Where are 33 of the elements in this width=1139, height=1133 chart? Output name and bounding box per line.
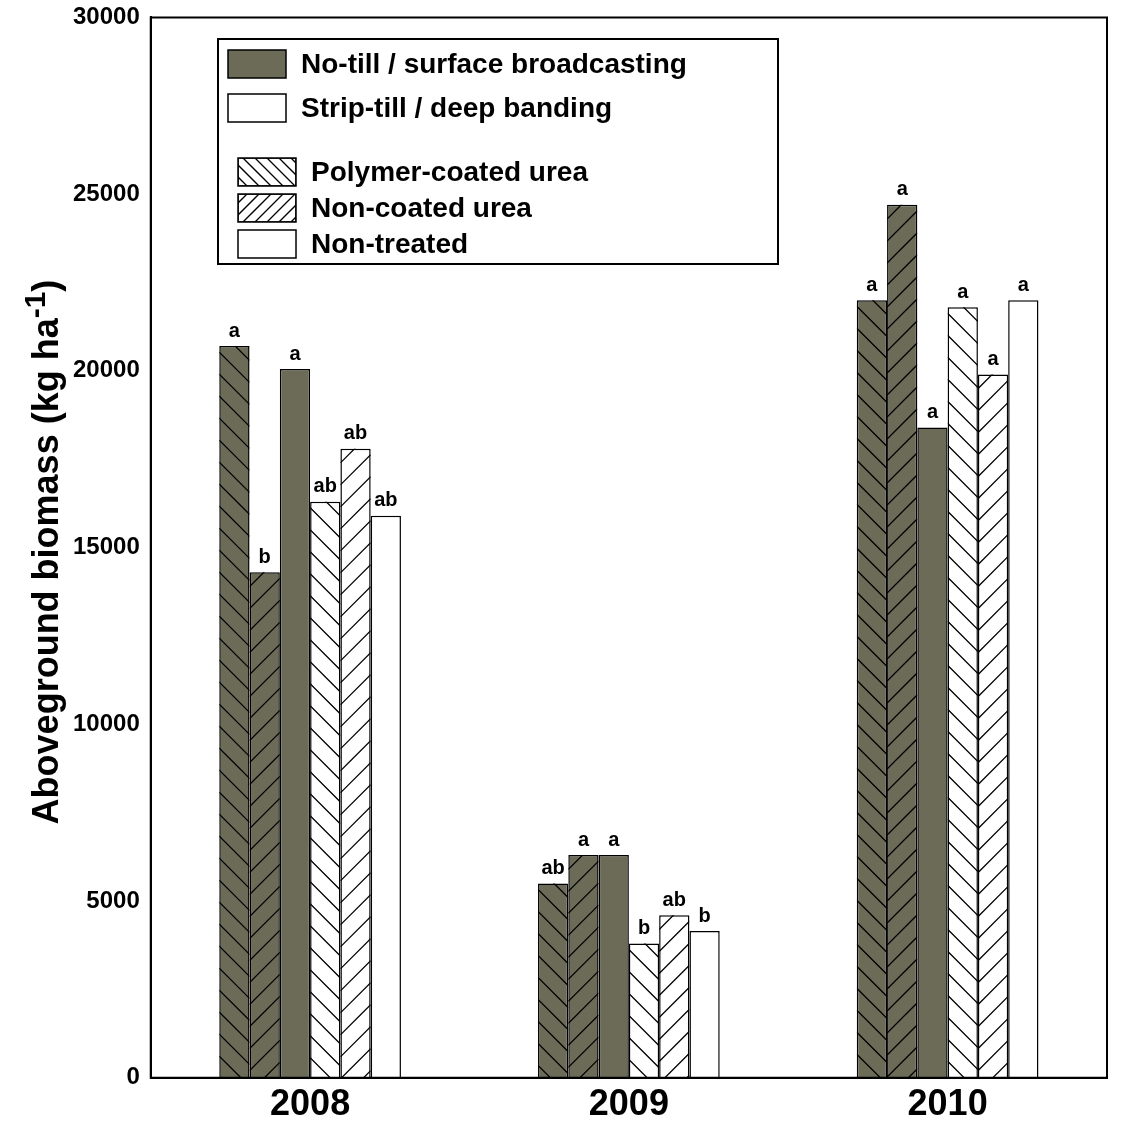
y-tick-label: 20000 bbox=[72, 355, 140, 383]
data-label: a bbox=[896, 177, 909, 200]
data-label: a bbox=[987, 346, 1000, 369]
data-label: ab bbox=[374, 488, 398, 511]
data-label: ab bbox=[541, 855, 565, 878]
data-label: ab bbox=[662, 887, 686, 910]
data-label: ab bbox=[343, 421, 368, 444]
data-label: a bbox=[957, 279, 970, 302]
data-label: b bbox=[698, 903, 711, 926]
annotation: Non-treated bbox=[311, 228, 469, 260]
x-tick-label: 2008 bbox=[270, 1082, 351, 1124]
x-tick-label: 2009 bbox=[588, 1082, 669, 1124]
y-tick-label: 30000 bbox=[72, 2, 140, 30]
annotation: Non-coated urea bbox=[311, 192, 532, 224]
annotation: Strip-till / deep banding bbox=[301, 92, 613, 124]
data-label: a bbox=[926, 399, 939, 422]
x-tick-label: 2010 bbox=[907, 1082, 988, 1124]
data-label: b bbox=[637, 916, 651, 938]
data-label: ab bbox=[313, 474, 337, 497]
data-label: a bbox=[608, 827, 621, 850]
y-tick-label: 5000 bbox=[86, 885, 140, 913]
data-label: a bbox=[577, 827, 590, 850]
annotation: No-till / surface broadcasting bbox=[301, 48, 687, 80]
y-tick-label: 0 bbox=[126, 1062, 140, 1090]
y-tick-label: 10000 bbox=[72, 708, 140, 736]
annotation: Polymer-coated urea bbox=[311, 156, 588, 188]
data-label: a bbox=[228, 318, 241, 341]
data-label: a bbox=[866, 272, 879, 295]
y-tick-label: 15000 bbox=[72, 532, 140, 560]
y-tick-label: 25000 bbox=[72, 178, 140, 206]
data-label: a bbox=[289, 341, 302, 364]
data-label: a bbox=[1017, 272, 1030, 295]
data-label: b bbox=[258, 544, 271, 567]
